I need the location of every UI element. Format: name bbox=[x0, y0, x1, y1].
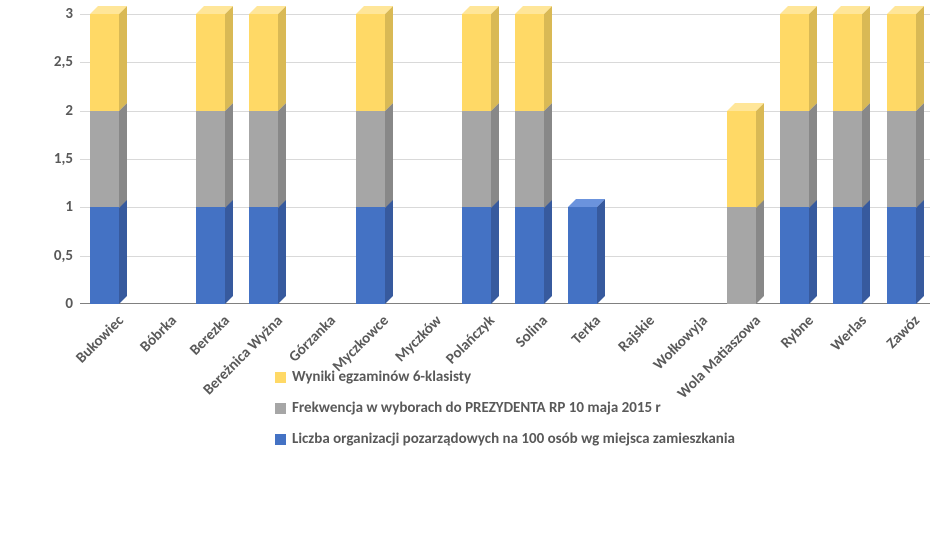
bar-segment bbox=[568, 207, 597, 304]
bar-segment bbox=[780, 207, 809, 304]
bar-segment-side bbox=[862, 6, 870, 111]
bar-segment-side bbox=[119, 103, 127, 208]
chart-container: Wyniki egzaminów 6-klasisty Frekwencja w… bbox=[0, 0, 945, 556]
bar-segment bbox=[462, 207, 491, 304]
bar-segment bbox=[196, 111, 225, 208]
bar-segment bbox=[196, 207, 225, 304]
bar-segment bbox=[90, 207, 119, 304]
y-tick-label: 3 bbox=[13, 5, 73, 23]
bar-segment bbox=[196, 14, 225, 111]
bar-segment-side bbox=[544, 103, 552, 208]
bar-segment bbox=[515, 207, 544, 304]
bar-segment bbox=[90, 14, 119, 111]
legend-item: Liczba organizacji pozarządowych na 100 … bbox=[275, 430, 775, 449]
bar-segment bbox=[462, 111, 491, 208]
bar-segment-side bbox=[862, 199, 870, 304]
bar-segment-side bbox=[916, 199, 924, 304]
bar-segment bbox=[727, 111, 756, 208]
bar-segment-side bbox=[544, 199, 552, 304]
bar-segment-side bbox=[491, 199, 499, 304]
bar-segment-side bbox=[491, 103, 499, 208]
bar-segment-side bbox=[278, 103, 286, 208]
bar-segment bbox=[780, 111, 809, 208]
bar-segment-side bbox=[756, 103, 764, 208]
plot-area bbox=[80, 14, 930, 304]
bar-segment bbox=[515, 111, 544, 208]
bar-segment-side bbox=[916, 103, 924, 208]
y-tick-label: 2,5 bbox=[13, 53, 73, 71]
bar-segment bbox=[249, 14, 278, 111]
bar-segment-side bbox=[385, 6, 393, 111]
bar-segment bbox=[780, 14, 809, 111]
bar-segment-side bbox=[225, 199, 233, 304]
legend-swatch bbox=[275, 434, 286, 445]
bar-segment bbox=[515, 14, 544, 111]
y-tick-label: 0,5 bbox=[13, 247, 73, 265]
bar-segment-side bbox=[385, 103, 393, 208]
bar-segment bbox=[356, 111, 385, 208]
y-tick-label: 1,5 bbox=[13, 150, 73, 168]
bar-segment-side bbox=[491, 6, 499, 111]
bar-segment-side bbox=[862, 103, 870, 208]
bar-segment bbox=[356, 207, 385, 304]
bar-segment-side bbox=[225, 6, 233, 111]
bar-segment-side bbox=[809, 103, 817, 208]
bar-segment bbox=[833, 207, 862, 304]
bar-segment bbox=[887, 207, 916, 304]
bar-segment bbox=[833, 14, 862, 111]
bar-segment bbox=[249, 111, 278, 208]
bar-segment bbox=[887, 14, 916, 111]
y-tick-label: 1 bbox=[13, 198, 73, 216]
bar-segment bbox=[833, 111, 862, 208]
bar-segment bbox=[356, 14, 385, 111]
bar-segment-side bbox=[119, 6, 127, 111]
bar-segment bbox=[249, 207, 278, 304]
y-tick-label: 2 bbox=[13, 102, 73, 120]
bar-segment-side bbox=[278, 6, 286, 111]
bar-segment-side bbox=[119, 199, 127, 304]
bar-segment bbox=[462, 14, 491, 111]
bar-segment-side bbox=[544, 6, 552, 111]
bar-segment-side bbox=[597, 199, 605, 304]
bar-segment bbox=[90, 111, 119, 208]
bar-segment bbox=[887, 111, 916, 208]
bar-segment-side bbox=[225, 103, 233, 208]
bar-segment-side bbox=[916, 6, 924, 111]
y-tick-label: 0 bbox=[13, 295, 73, 313]
bar-segment-side bbox=[809, 6, 817, 111]
bar-segment-side bbox=[278, 199, 286, 304]
bar-segment-side bbox=[809, 199, 817, 304]
bar-segment bbox=[727, 207, 756, 304]
bar-segment-side bbox=[385, 199, 393, 304]
legend-label: Liczba organizacji pozarządowych na 100 … bbox=[292, 430, 775, 449]
bar-segment-side bbox=[756, 199, 764, 304]
